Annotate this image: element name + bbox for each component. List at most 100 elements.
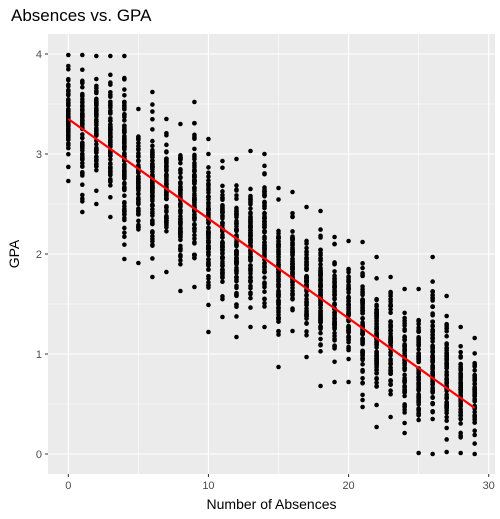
data-point xyxy=(318,336,323,342)
data-point xyxy=(304,306,309,311)
data-point xyxy=(346,238,351,244)
x-tick-label: 10 xyxy=(202,480,214,492)
data-point xyxy=(206,273,211,279)
data-point xyxy=(458,421,463,426)
data-point xyxy=(416,346,421,352)
data-point xyxy=(416,387,421,392)
data-point xyxy=(430,451,435,457)
data-point xyxy=(248,324,253,330)
data-point xyxy=(136,199,141,204)
data-point xyxy=(80,160,85,166)
data-point xyxy=(164,228,169,234)
data-point xyxy=(206,190,211,195)
data-point xyxy=(164,132,169,138)
data-point xyxy=(150,203,155,208)
data-point xyxy=(66,122,71,127)
data-point xyxy=(206,244,211,250)
data-point xyxy=(220,240,225,246)
data-point xyxy=(178,232,183,237)
y-tick-label: 3 xyxy=(36,149,42,161)
data-point xyxy=(234,274,239,280)
data-point xyxy=(374,376,379,382)
data-point xyxy=(402,407,407,412)
data-point xyxy=(94,157,99,163)
data-point xyxy=(360,341,365,346)
data-point xyxy=(164,168,169,174)
y-tick-label: 0 xyxy=(36,449,42,461)
data-point xyxy=(458,324,463,330)
data-point xyxy=(360,361,365,367)
data-point xyxy=(304,204,309,210)
data-point xyxy=(318,208,323,214)
data-point xyxy=(80,173,85,178)
data-point xyxy=(206,200,211,205)
data-point xyxy=(248,206,253,211)
data-point xyxy=(192,185,197,191)
data-point xyxy=(220,263,225,269)
data-point xyxy=(234,314,239,319)
data-point xyxy=(360,380,365,386)
data-point xyxy=(388,414,393,420)
data-point xyxy=(220,268,225,274)
data-point xyxy=(402,343,407,348)
data-point xyxy=(164,160,169,166)
data-point xyxy=(122,133,127,139)
data-point xyxy=(416,321,421,327)
data-points xyxy=(66,52,477,457)
data-point xyxy=(136,206,141,211)
data-point xyxy=(150,192,155,198)
data-point xyxy=(80,113,85,119)
data-point xyxy=(80,93,85,99)
data-point xyxy=(192,236,197,241)
data-point xyxy=(206,151,211,157)
data-point xyxy=(430,295,435,301)
data-point xyxy=(290,264,295,270)
data-point xyxy=(290,214,295,220)
data-point xyxy=(150,238,155,244)
axes: 0 10 20 30 0 1 2 3 4 xyxy=(36,49,495,492)
data-point xyxy=(290,279,295,285)
data-point xyxy=(150,274,155,280)
data-point xyxy=(80,142,85,148)
data-point xyxy=(402,403,407,409)
data-point xyxy=(444,396,449,401)
data-point xyxy=(444,408,449,413)
data-point xyxy=(94,141,99,147)
data-point xyxy=(444,313,449,319)
data-point xyxy=(220,279,225,285)
y-tick-label: 4 xyxy=(36,49,42,61)
data-point xyxy=(262,228,267,234)
data-point xyxy=(206,185,211,191)
data-point xyxy=(150,102,155,107)
data-point xyxy=(360,239,365,245)
data-point xyxy=(234,183,239,188)
data-point xyxy=(122,150,127,156)
data-point xyxy=(164,116,169,122)
data-point xyxy=(332,296,337,302)
data-point xyxy=(360,397,365,403)
data-point xyxy=(150,154,155,160)
data-point xyxy=(304,245,309,251)
data-point xyxy=(332,343,337,348)
data-point xyxy=(122,124,127,130)
data-point xyxy=(374,327,379,332)
data-point xyxy=(318,311,323,316)
x-tick-label: 20 xyxy=(342,480,354,492)
data-point xyxy=(122,230,127,236)
data-point xyxy=(122,87,127,92)
data-point xyxy=(472,428,477,434)
data-point xyxy=(150,166,155,172)
data-point xyxy=(206,194,211,199)
data-point xyxy=(430,254,435,260)
data-point xyxy=(374,341,379,347)
data-point xyxy=(136,192,141,197)
data-point xyxy=(80,192,85,198)
data-point xyxy=(262,240,267,245)
data-point xyxy=(318,233,323,239)
data-point xyxy=(206,136,211,142)
data-point xyxy=(164,196,169,201)
data-point xyxy=(290,288,295,294)
data-point xyxy=(150,158,155,163)
data-point xyxy=(444,414,449,420)
data-point xyxy=(430,370,435,376)
